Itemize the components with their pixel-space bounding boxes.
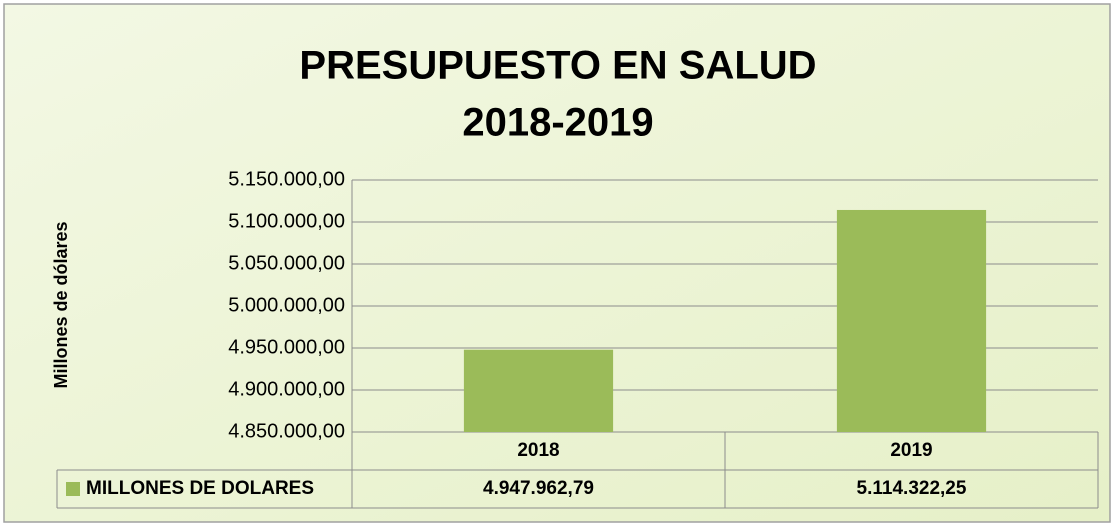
data-label: 5.114.322,25	[857, 478, 967, 499]
bar	[836, 209, 987, 432]
y-tick-label: 4.900.000,00	[228, 378, 345, 400]
y-tick-label: 5.050.000,00	[228, 252, 345, 274]
x-tick-label: 2019	[890, 440, 932, 461]
y-tick-label: 4.850.000,00	[228, 420, 345, 442]
y-tick-label: 5.150.000,00	[228, 168, 345, 190]
y-tick-label: 5.100.000,00	[228, 210, 345, 232]
bar	[463, 349, 614, 432]
data-label: 4.947.962,79	[483, 478, 594, 499]
x-tick-label: 2018	[517, 440, 559, 461]
y-tick-label: 5.000.000,00	[228, 294, 345, 316]
y-axis-label: Millones de dólares	[51, 221, 71, 388]
chart-title: 2018-2019	[462, 101, 653, 145]
y-tick-label: 4.950.000,00	[228, 336, 345, 358]
chart-title: PRESUPUESTO EN SALUD	[299, 44, 816, 88]
legend-key	[66, 482, 80, 496]
legend-label: MILLONES DE DOLARES	[86, 478, 314, 499]
